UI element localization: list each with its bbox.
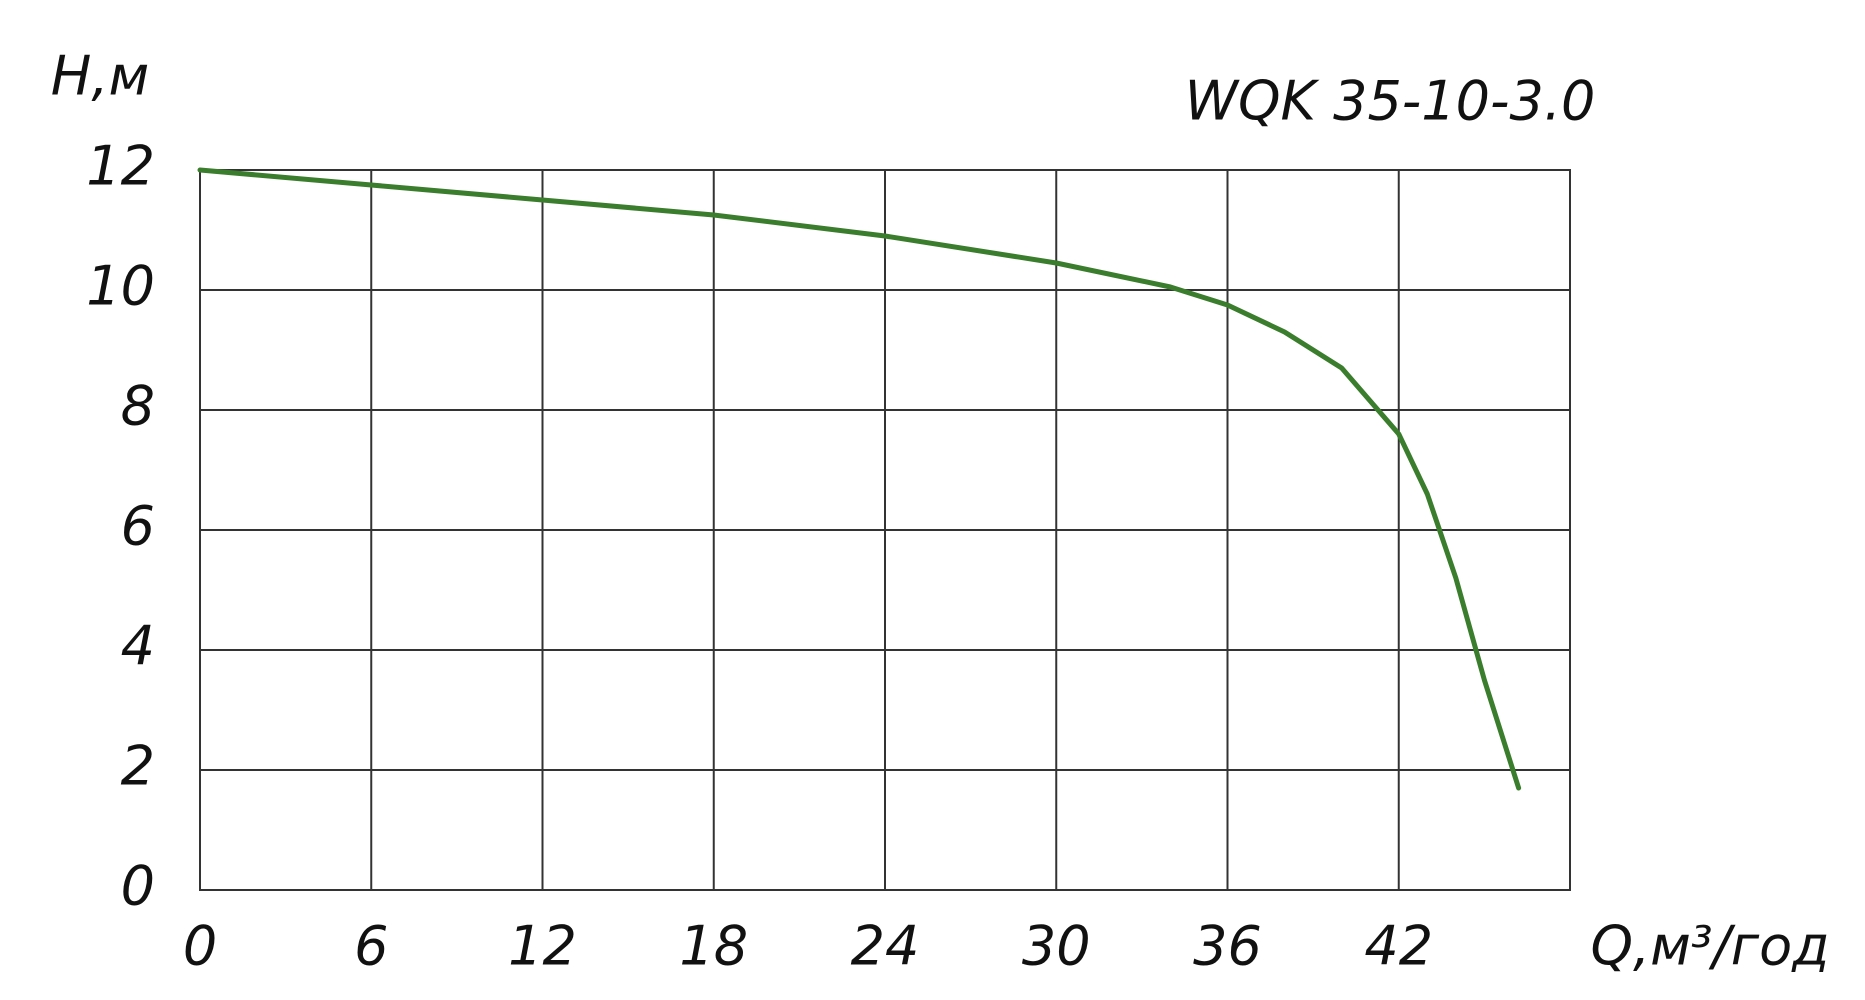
- x-tick-label: 24: [851, 915, 920, 978]
- y-tick-label: 2: [121, 735, 155, 798]
- line-series: [197, 167, 1522, 791]
- x-tick-label: 18: [679, 915, 748, 978]
- y-tick-label: 6: [121, 495, 155, 558]
- y-tick-label: 0: [121, 855, 155, 918]
- x-tick-label: 6: [354, 915, 388, 978]
- x-tick-label: 42: [1364, 915, 1433, 978]
- y-tick-label: 4: [121, 615, 155, 678]
- x-tick-label: 12: [508, 915, 577, 978]
- x-tick-label: 30: [1022, 915, 1091, 978]
- y-axis-label: H,м: [51, 45, 150, 108]
- x-axis-label: Q,м³/год: [1591, 915, 1830, 978]
- y-tick-label: 8: [121, 375, 155, 438]
- chart-title: WQK 35-10-3.0: [1185, 70, 1596, 133]
- y-tick-label: 10: [86, 255, 155, 318]
- y-tick-label: 12: [86, 135, 155, 198]
- x-tick-label: 0: [183, 915, 217, 978]
- x-tick-label: 36: [1193, 915, 1262, 978]
